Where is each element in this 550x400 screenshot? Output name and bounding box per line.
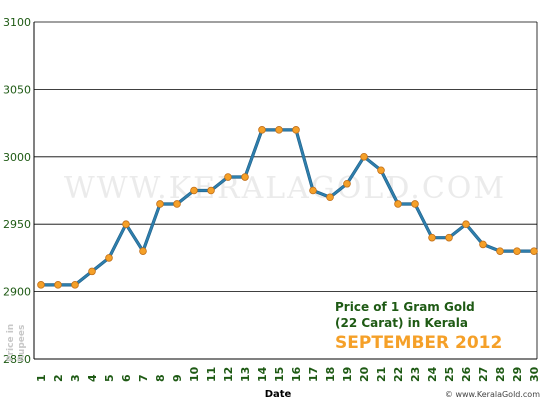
data-point (360, 153, 368, 161)
data-point (326, 193, 334, 202)
data-point (88, 267, 96, 276)
gridlines (34, 21, 537, 293)
data-point (241, 173, 249, 181)
data-point (105, 254, 113, 262)
x-tick-labels: 1 2 3 4 5 6 7 8 9 10 11 12 13 14 15 16 17 18 19 20 21 22 23 24 2… (35, 366, 541, 382)
data-point (377, 166, 385, 175)
y-tick-label: 3050 (3, 83, 31, 96)
x-tick-label: 2 (52, 374, 65, 382)
y-axis-label-line2: Rupees (17, 325, 27, 362)
data-point (258, 126, 266, 134)
x-tick-label: 11 (205, 367, 218, 382)
y-tick-label: 2850 (3, 353, 31, 366)
credit-text: © www.KeralaGold.com (445, 390, 540, 399)
x-tick-label: 12 (222, 367, 235, 382)
chart-title-line1: Price of 1 Gram Gold (335, 300, 475, 314)
x-tick-label: 22 (392, 367, 405, 382)
y-tick-label: 3100 (3, 16, 31, 29)
series-price (37, 126, 538, 289)
data-point (496, 247, 504, 255)
data-point (71, 281, 79, 289)
x-tick-label: 14 (256, 366, 269, 382)
x-tick-label: 30 (528, 366, 541, 382)
y-tick-label: 2950 (3, 218, 31, 231)
data-point (122, 220, 130, 229)
x-tick-label: 5 (103, 374, 116, 382)
x-tick-label: 8 (154, 374, 167, 382)
data-point (309, 186, 317, 195)
data-point (37, 281, 45, 289)
watermark: WWW.KERALAGOLD.COM (64, 171, 506, 206)
data-point (530, 247, 538, 255)
data-point (428, 233, 436, 242)
data-point (343, 179, 351, 188)
x-tick-label: 26 (460, 366, 473, 382)
y-axis-label-line1: Price in (6, 324, 16, 362)
x-tick-label: 20 (358, 366, 371, 382)
x-tick-label: 15 (273, 367, 286, 382)
data-point (139, 247, 147, 255)
x-tick-label: 13 (239, 367, 252, 382)
x-tick-label: 10 (188, 366, 201, 382)
x-tick-label: 9 (171, 374, 184, 382)
x-axis-label: Date (265, 389, 292, 400)
chart-subtitle: SEPTEMBER 2012 (335, 333, 502, 353)
data-point (207, 186, 215, 195)
data-point (513, 247, 521, 255)
axes (33, 22, 538, 360)
x-tick-label: 6 (120, 374, 133, 382)
x-tick-label: 17 (307, 367, 320, 382)
data-point (275, 126, 283, 134)
data-point (411, 200, 419, 208)
data-point (462, 220, 470, 229)
x-tick-label: 23 (409, 367, 422, 382)
x-tick-label: 16 (290, 366, 303, 382)
data-point (54, 281, 62, 289)
data-point (190, 186, 198, 195)
data-point (479, 240, 487, 249)
x-tick-label: 1 (35, 374, 48, 382)
x-tick-label: 21 (375, 367, 388, 382)
data-point (445, 233, 453, 242)
data-point (173, 200, 181, 208)
x-tick-label: 18 (324, 367, 337, 382)
x-tick-label: 28 (494, 367, 507, 382)
x-tick-label: 25 (443, 367, 456, 382)
data-point (292, 126, 300, 134)
x-tick-label: 29 (511, 367, 524, 382)
data-point (156, 200, 164, 208)
x-tick-label: 19 (341, 367, 354, 382)
data-point (394, 200, 402, 208)
x-tick-label: 7 (137, 374, 150, 382)
y-tick-labels: 2850 2900 2950 3000 3050 3100 (3, 16, 31, 366)
chart-title-line2: (22 Carat) in Kerala (335, 316, 468, 330)
y-tick-label: 2900 (3, 286, 31, 299)
x-tick-label: 4 (86, 374, 99, 382)
data-point (224, 173, 232, 181)
x-tick-label: 27 (477, 367, 490, 382)
x-tick-label: 3 (69, 374, 82, 382)
y-tick-label: 3000 (3, 151, 31, 164)
x-tick-label: 24 (426, 366, 439, 382)
